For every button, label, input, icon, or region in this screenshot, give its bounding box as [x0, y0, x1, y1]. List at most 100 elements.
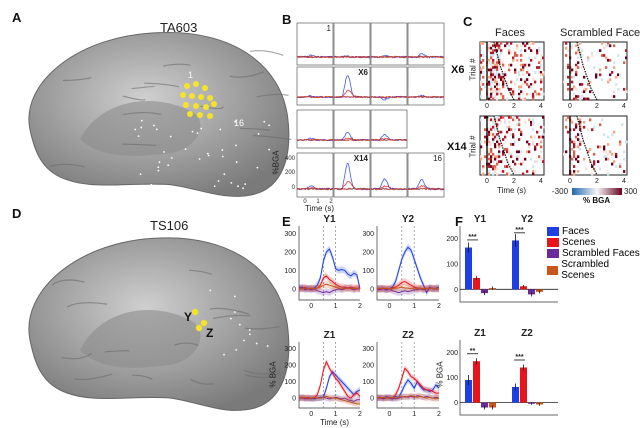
heatmap-cell — [595, 75, 598, 79]
heatmap-cell — [571, 162, 574, 166]
heatmap-cell — [496, 172, 499, 176]
trace-scrambled-scenes — [333, 95, 371, 99]
panel-label-a: A — [12, 10, 22, 25]
heatmap-cell — [565, 54, 568, 57]
heatmap-cell — [520, 130, 523, 134]
heatmap-cell — [510, 42, 513, 45]
electrode — [207, 95, 213, 101]
sulcus — [209, 307, 250, 315]
heatmap-cell — [613, 130, 616, 134]
heatmap-cell — [488, 97, 491, 101]
trace-subplot — [370, 152, 408, 198]
ytick: 300 — [362, 231, 374, 238]
subplot-title: Z2 — [402, 330, 414, 341]
electrode — [198, 94, 204, 100]
electrode-small — [257, 133, 260, 135]
heatmap-cell — [593, 125, 596, 129]
heatmap-cell — [496, 140, 499, 144]
heatmap-cell — [581, 140, 584, 144]
electrode-small — [248, 329, 251, 331]
heatmap-cell — [605, 155, 608, 159]
panel-b-xlabel: Time (s) — [305, 204, 335, 213]
heatmap-cell — [506, 80, 509, 84]
heatmap-cell — [567, 63, 570, 67]
heatmap-cell — [488, 143, 491, 146]
panel-f-ylabel: % BGA — [435, 361, 445, 388]
heatmap-cell — [577, 118, 580, 122]
heatmap-cell — [496, 42, 499, 45]
heatmap-cell — [607, 152, 610, 156]
electrode — [202, 85, 208, 91]
heatmap-cell — [494, 167, 497, 171]
heatmap-cell — [542, 160, 545, 164]
heatmap-cell — [534, 90, 537, 94]
heatmap-cell — [506, 130, 509, 134]
heatmap-cell — [502, 116, 505, 119]
heatmap-cell — [490, 133, 493, 136]
heatmap-cell — [526, 71, 529, 74]
heatmap-cell — [619, 73, 622, 77]
heatmap-cell — [583, 157, 586, 161]
heatmap-cell — [565, 150, 568, 154]
ytick: 300 — [284, 231, 296, 238]
heatmap-xtick: 2 — [512, 178, 516, 185]
b-xtick: 0 — [303, 199, 307, 205]
heatmap-cell — [488, 75, 491, 79]
electrode-small — [150, 183, 153, 186]
trace-subplot — [370, 66, 408, 106]
heatmap-cell — [518, 120, 521, 124]
electrode-small — [233, 311, 236, 313]
heatmap-cell — [490, 155, 493, 159]
heatmap-cell — [573, 145, 576, 149]
electrode-small — [134, 128, 137, 131]
heatmap-cell — [534, 170, 537, 173]
trace-scrambled-scenes — [296, 55, 334, 59]
heatmap-cell — [538, 71, 541, 74]
heatmap-cell — [613, 95, 616, 98]
heatmap-cell — [536, 130, 539, 134]
heatmap-cell — [534, 147, 537, 151]
heatmap-cell — [581, 83, 584, 86]
heatmap-cell — [488, 170, 491, 173]
heatmap-cell — [502, 61, 505, 65]
electrode-small — [217, 180, 220, 182]
heatmap-cell — [488, 118, 491, 122]
sulcus — [249, 50, 284, 56]
heatmap-cell — [603, 46, 606, 50]
heatmap-cell — [490, 128, 493, 132]
heatmap-cell — [514, 71, 517, 74]
axes — [298, 342, 360, 409]
heatmap-cell — [508, 51, 511, 55]
heatmap-cell — [496, 125, 499, 129]
heatmap-cell — [514, 54, 517, 57]
heatmap-cell — [502, 80, 505, 84]
heatmap-cell — [490, 54, 493, 57]
heatmap-cell — [599, 73, 602, 77]
heatmap-cell — [625, 90, 628, 94]
heatmap-cell — [496, 66, 499, 69]
heatmap-cell — [508, 63, 511, 67]
heatmap-cell — [585, 97, 588, 101]
heatmap-cell — [538, 155, 541, 159]
heatmap-cell — [506, 42, 509, 45]
heatmap-cell — [484, 116, 487, 119]
heatmap-cell — [496, 90, 499, 94]
heatmap-cell — [492, 80, 495, 84]
heatmap-cell — [488, 46, 491, 50]
electrode-small — [268, 124, 271, 127]
electrode-label-first: 1 — [188, 70, 194, 80]
bar-scenes — [520, 286, 527, 290]
heatmap-cell — [506, 97, 509, 101]
heatmap-cell — [571, 140, 574, 144]
sulcus — [66, 302, 108, 308]
heatmap-cell — [589, 147, 592, 151]
heatmap-cell — [591, 172, 594, 176]
heatmap-cell — [542, 56, 545, 60]
heatmap-cell — [480, 95, 483, 98]
trace-scrambled-scenes — [407, 95, 445, 99]
heatmap-cell — [498, 143, 501, 146]
electrode-small — [198, 158, 201, 160]
heatmap-cell — [494, 85, 497, 89]
